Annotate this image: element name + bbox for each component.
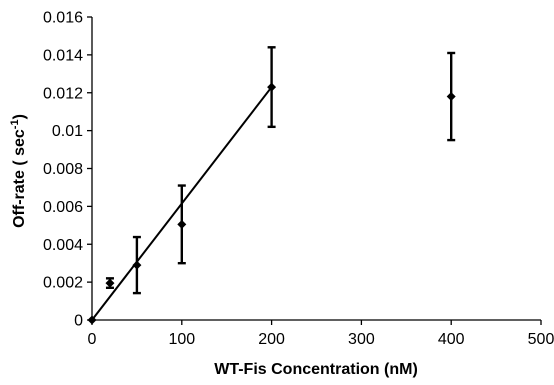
data-point-4 <box>267 82 277 92</box>
x-tick-label-4: 400 <box>438 331 465 348</box>
y-tick-label-3: 0.006 <box>43 199 83 216</box>
x-axis-title: WT-Fis Concentration (nM) <box>214 361 418 378</box>
x-tick-label-3: 300 <box>348 331 375 348</box>
y-tick-label-8: 0.016 <box>43 10 83 27</box>
y-tick-label-6: 0.012 <box>43 85 83 102</box>
data-point-1 <box>105 278 115 288</box>
y-axis-title: Off-rate ( sec-1) <box>9 114 28 228</box>
x-tick-label-1: 100 <box>168 331 195 348</box>
y-tick-label-1: 0.002 <box>43 275 83 292</box>
data-point-5 <box>446 92 456 102</box>
y-axis-title-text: Off-rate ( sec-1) <box>9 114 28 228</box>
y-tick-label-0: 0 <box>74 313 83 330</box>
y-tick-label-4: 0.008 <box>43 161 83 178</box>
data-point-0 <box>87 315 97 325</box>
x-tick-label-2: 200 <box>258 331 285 348</box>
data-point-3 <box>177 219 187 229</box>
y-tick-label-7: 0.014 <box>43 47 83 64</box>
y-tick-label-2: 0.004 <box>43 237 83 254</box>
y-axis-title-superscript: -1 <box>9 119 21 129</box>
y-tick-label-5: 0.01 <box>52 123 83 140</box>
y-axis-title-main: Off-rate ( sec <box>11 129 28 228</box>
data-point-2 <box>132 260 142 270</box>
x-tick-label-0: 0 <box>88 331 97 348</box>
x-tick-label-5: 500 <box>528 331 554 348</box>
y-axis-title-close: ) <box>11 114 28 119</box>
